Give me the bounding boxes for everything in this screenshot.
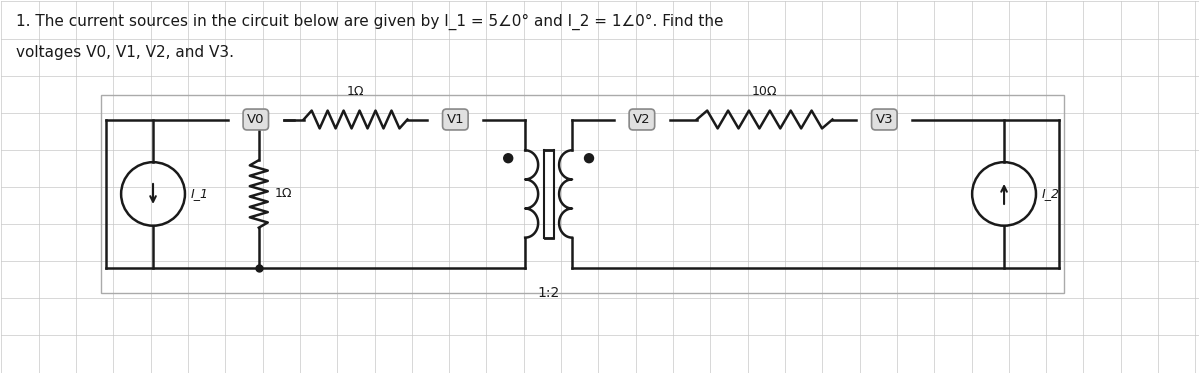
Text: V3: V3 [876, 113, 893, 126]
Text: 10Ω: 10Ω [752, 85, 778, 98]
Text: V1: V1 [446, 113, 464, 126]
Text: V0: V0 [247, 113, 264, 126]
Circle shape [584, 154, 594, 163]
Text: I_1: I_1 [191, 187, 209, 200]
Text: 1. The current sources in the circuit below are given by I_1 = 5∠0° and I_2 = 1∠: 1. The current sources in the circuit be… [17, 13, 724, 30]
Text: V2: V2 [634, 113, 650, 126]
Bar [101, 95, 1064, 293]
Text: 1:2: 1:2 [538, 286, 559, 300]
Text: 1Ω: 1Ω [347, 85, 365, 98]
Text: voltages V0, V1, V2, and V3.: voltages V0, V1, V2, and V3. [17, 45, 234, 60]
Text: I_2: I_2 [1042, 187, 1060, 200]
Circle shape [504, 154, 512, 163]
Text: 1Ω: 1Ω [275, 187, 293, 200]
